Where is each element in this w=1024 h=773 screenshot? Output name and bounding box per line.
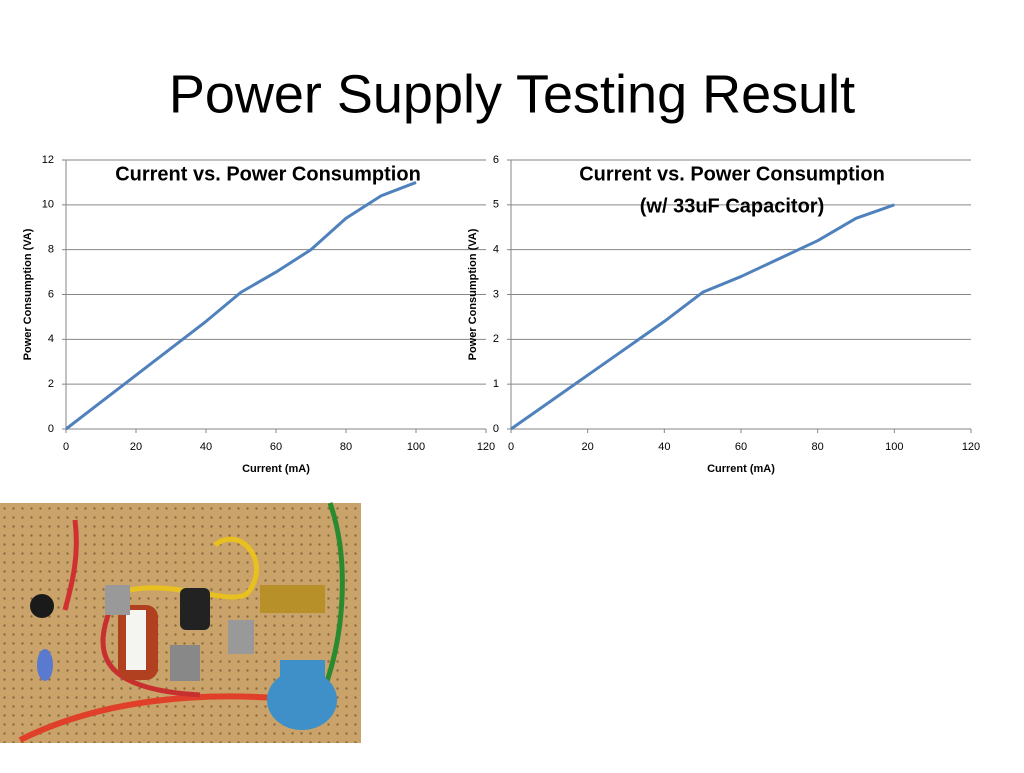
y-tick-label: 2 xyxy=(48,378,54,390)
y-tick-label: 4 xyxy=(48,333,54,345)
slide-title: Power Supply Testing Result xyxy=(169,64,855,124)
y-tick-label: 3 xyxy=(493,288,499,300)
y-tick-label: 10 xyxy=(42,199,54,211)
chart-title: Current vs. Power Consumption xyxy=(115,163,421,185)
x-axis-title: Current (mA) xyxy=(707,463,775,475)
x-tick-label: 120 xyxy=(477,441,495,453)
x-tick-label: 100 xyxy=(407,441,425,453)
x-tick-label: 80 xyxy=(812,441,824,453)
y-tick-label: 0 xyxy=(493,423,499,435)
chart-title: Current vs. Power Consumption xyxy=(579,163,885,185)
x-tick-label: 20 xyxy=(582,441,594,453)
y-tick-label: 8 xyxy=(48,244,54,256)
x-tick-label: 0 xyxy=(63,441,69,453)
y-tick-label: 4 xyxy=(493,244,499,256)
circuit-photo xyxy=(0,502,361,743)
y-tick-label: 6 xyxy=(493,154,499,166)
y-axis-title: Power Consumption (VA) xyxy=(467,228,479,360)
chart-subtitle: (w/ 33uF Capacitor) xyxy=(640,195,824,217)
x-tick-label: 80 xyxy=(340,441,352,453)
x-tick-label: 120 xyxy=(962,441,980,453)
x-tick-label: 60 xyxy=(270,441,282,453)
data-line xyxy=(65,181,417,431)
x-tick-label: 20 xyxy=(130,441,142,453)
x-tick-label: 0 xyxy=(508,441,514,453)
y-tick-label: 12 xyxy=(42,154,54,166)
y-tick-label: 5 xyxy=(493,199,499,211)
y-tick-label: 2 xyxy=(493,333,499,345)
y-tick-label: 6 xyxy=(48,288,54,300)
x-tick-label: 40 xyxy=(658,441,670,453)
x-tick-label: 100 xyxy=(885,441,903,453)
x-tick-label: 60 xyxy=(735,441,747,453)
y-tick-label: 0 xyxy=(48,423,54,435)
x-axis-title: Current (mA) xyxy=(242,463,310,475)
data-line xyxy=(510,203,895,431)
y-tick-label: 1 xyxy=(493,378,499,390)
x-tick-label: 40 xyxy=(200,441,212,453)
y-axis-title: Power Consumption (VA) xyxy=(22,228,34,360)
